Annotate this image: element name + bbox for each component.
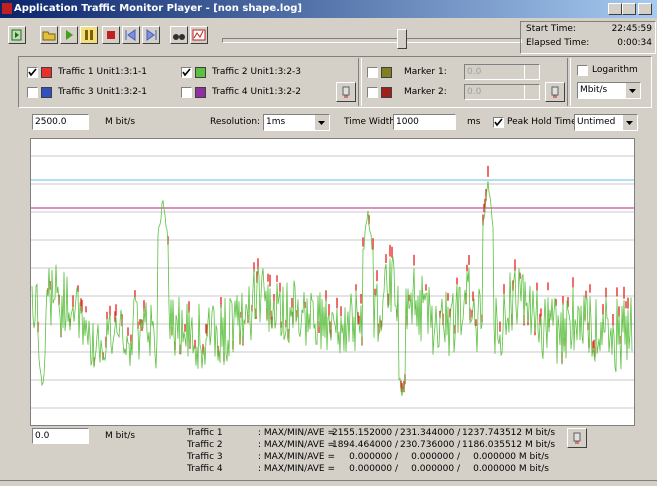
- stats-ave: 0.000000 M bit/s: [473, 452, 549, 462]
- app-icon: [2, 3, 12, 14]
- clear-marker-button[interactable]: [545, 82, 565, 102]
- traffic-name: Traffic 2 Unit1:3:2-3: [212, 67, 302, 77]
- time-box: [520, 21, 656, 54]
- stats-max: 0.000000 /: [349, 452, 398, 462]
- max-unit: M bit/s: [105, 117, 136, 127]
- stats-min: 230.736000 /: [400, 440, 461, 450]
- marker-checkbox[interactable]: [367, 87, 378, 98]
- stats-min: 0.000000 /: [411, 464, 460, 474]
- start-time-label: Start Time:: [526, 24, 576, 34]
- peak-hold-checkbox[interactable]: [493, 117, 504, 128]
- elapsed-time-label: Elapsed Time:: [526, 38, 590, 48]
- resolution-label: Resolution:: [210, 117, 261, 127]
- forward-button[interactable]: [142, 26, 160, 44]
- elapsed-time: 0:00:34: [617, 38, 652, 48]
- marker-label: Marker 1:: [404, 67, 447, 77]
- stats-min: 0.000000 /: [411, 452, 460, 462]
- maximize-button[interactable]: [622, 3, 636, 15]
- marker-spin: [524, 65, 539, 79]
- peak-hold-select[interactable]: Untimed: [574, 114, 638, 131]
- stats-label: : MAX/MIN/AVE =: [258, 464, 336, 474]
- start-time: 22:45:59: [611, 24, 652, 34]
- logarithm-label: Logarithm: [592, 65, 638, 75]
- stats-min: 231.344000 /: [400, 428, 461, 438]
- seek-track: [222, 38, 522, 43]
- min-unit: M bit/s: [105, 431, 136, 441]
- stats-max: 0.000000 /: [349, 464, 398, 474]
- min-value-input[interactable]: 0.0: [32, 428, 89, 444]
- rewind-button[interactable]: [122, 26, 140, 44]
- time-width-input[interactable]: 1000: [393, 114, 456, 130]
- stats-name: Traffic 4: [187, 464, 223, 474]
- separator: [358, 58, 362, 106]
- title-bar: [0, 0, 657, 18]
- marker-input[interactable]: 0.0: [464, 84, 540, 100]
- resolution-value: 1ms: [266, 117, 286, 127]
- marker-color: [381, 67, 392, 78]
- unit-select[interactable]: Mbit/s: [577, 82, 641, 99]
- traffic-color: [195, 87, 206, 98]
- marker-checkbox[interactable]: [367, 67, 378, 78]
- stats-name: Traffic 3: [187, 452, 223, 462]
- marker-label: Marker 2:: [404, 87, 447, 97]
- marker-color: [381, 87, 392, 98]
- stats-max: 2155.152000 /: [331, 428, 398, 438]
- stats-name: Traffic 1: [187, 428, 223, 438]
- separator: [567, 58, 571, 106]
- stats-label: : MAX/MIN/AVE =: [258, 452, 336, 462]
- stats-ave: 1186.035512 M bit/s: [462, 440, 556, 450]
- open-button[interactable]: [40, 26, 58, 44]
- traffic-panel: [18, 56, 652, 108]
- resolution-select[interactable]: 1ms: [263, 114, 330, 131]
- stats-label: : MAX/MIN/AVE =: [258, 440, 336, 450]
- seek-thumb[interactable]: [397, 29, 407, 49]
- traffic-color: [41, 67, 52, 78]
- pause-button[interactable]: [80, 26, 98, 44]
- traffic-graph: [30, 138, 635, 426]
- stats-name: Traffic 2: [187, 440, 223, 450]
- graph-background: [30, 138, 635, 426]
- stats-ave: 0.000000 M bit/s: [473, 464, 549, 474]
- status-border: [0, 480, 657, 481]
- peak-hold-label: Peak Hold Time:: [507, 117, 580, 127]
- traffic-checkbox[interactable]: [181, 67, 192, 78]
- traffic-color: [195, 67, 206, 78]
- play-button[interactable]: [60, 26, 78, 44]
- traffic-checkbox[interactable]: [181, 87, 192, 98]
- max-value-input[interactable]: 2500.0: [32, 114, 89, 130]
- traffic-checkbox[interactable]: [27, 67, 38, 78]
- minimize-button[interactable]: [608, 3, 622, 15]
- stats-ave: 1237.743512 M bit/s: [462, 428, 556, 438]
- unit-value: Mbit/s: [580, 85, 608, 95]
- traffic-name: Traffic 3 Unit1:3:2-1: [58, 87, 148, 97]
- time-width-unit: ms: [467, 117, 481, 127]
- window-title: Application Traffic Monitor Player - [no…: [14, 3, 302, 14]
- traffic-name: Traffic 1 Unit1:3:1-1: [58, 67, 148, 77]
- marker-spin: [524, 85, 539, 99]
- stop-button[interactable]: [102, 26, 120, 44]
- auto-button[interactable]: [190, 26, 208, 44]
- stats-max: 1894.464000 /: [331, 440, 398, 450]
- stats-label: : MAX/MIN/AVE =: [258, 428, 336, 438]
- time-width-label: Time Width:: [344, 117, 399, 127]
- exit-button[interactable]: [8, 26, 26, 44]
- clear-traffic-button[interactable]: [336, 82, 356, 102]
- traffic-2-waveform: [31, 181, 633, 396]
- traffic-name: Traffic 4 Unit1:3:2-2: [212, 87, 302, 97]
- search-button[interactable]: [170, 26, 188, 44]
- traffic-color: [41, 87, 52, 98]
- reset-stats-button[interactable]: [567, 428, 587, 448]
- peak-hold-value: Untimed: [577, 117, 616, 127]
- logarithm-checkbox[interactable]: [577, 65, 588, 76]
- marker-input[interactable]: 0.0: [464, 64, 540, 80]
- traffic-checkbox[interactable]: [27, 87, 38, 98]
- close-button[interactable]: [638, 3, 652, 15]
